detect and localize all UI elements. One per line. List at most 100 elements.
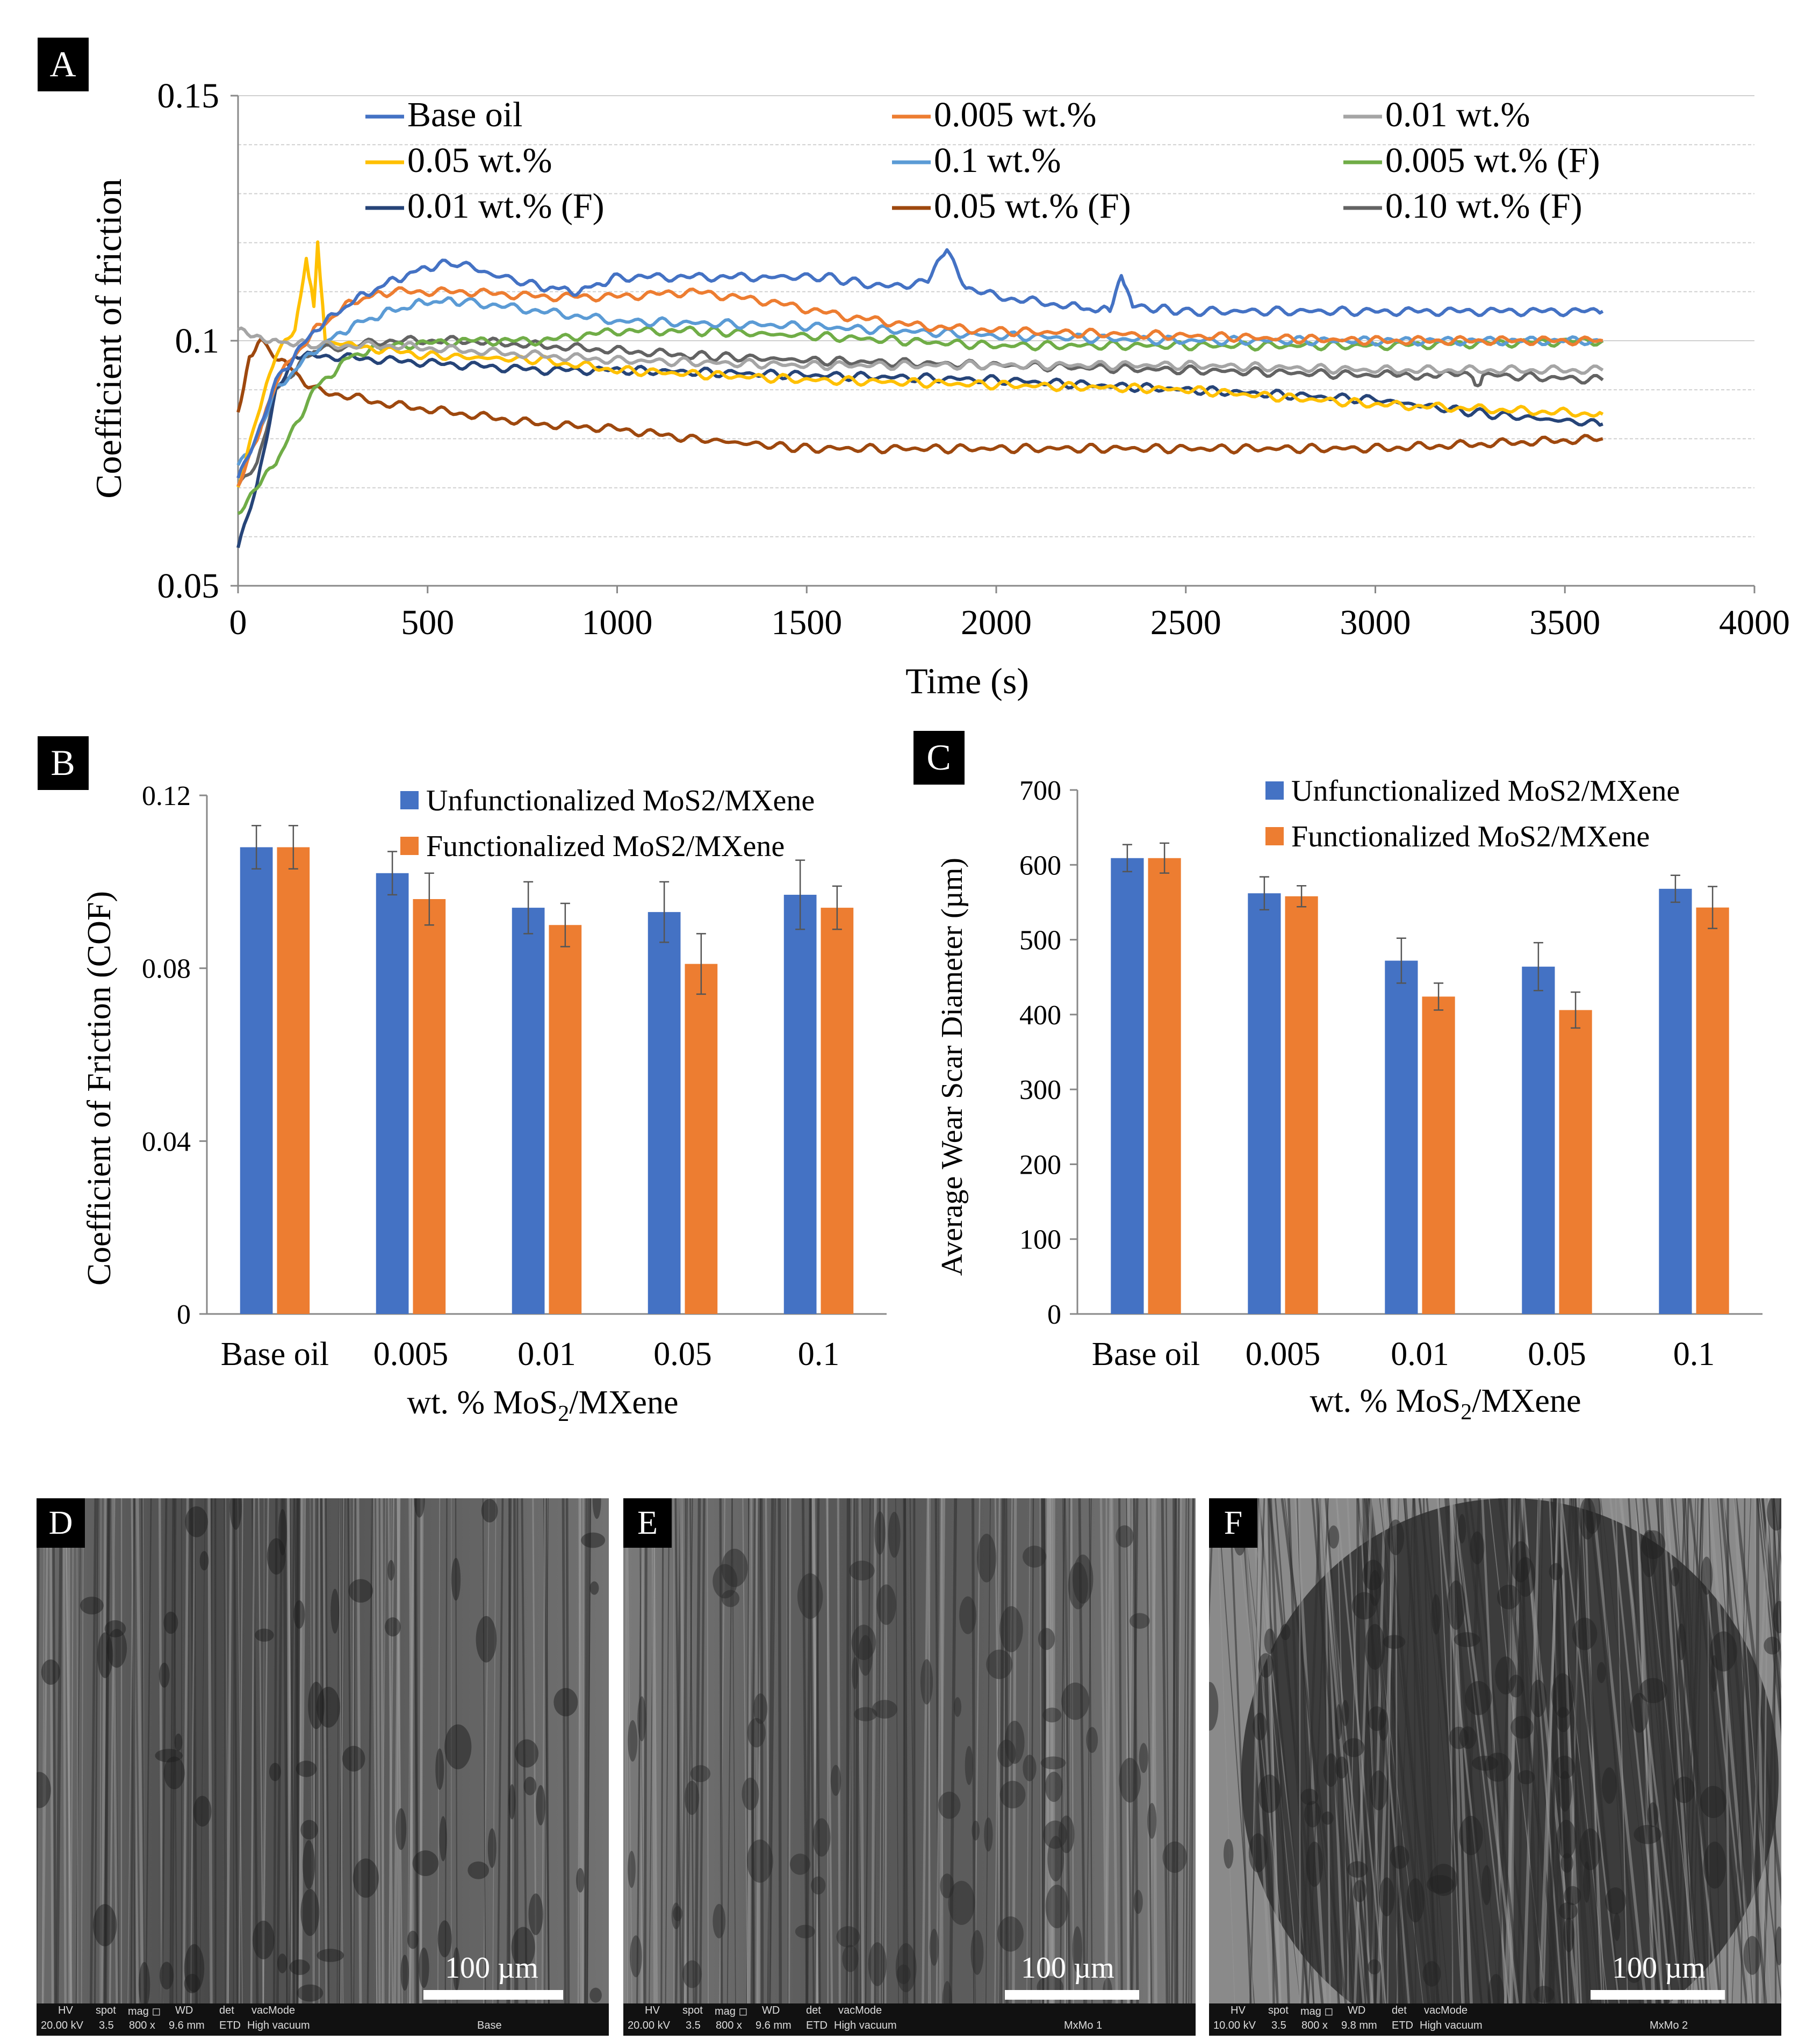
sem-pit	[1634, 1824, 1662, 1844]
sem-pit	[1764, 1636, 1781, 1655]
sem-streak	[1175, 1498, 1178, 2003]
sem-pit	[888, 1512, 901, 1558]
a-y-tick-label: 0.1	[175, 321, 220, 361]
sem-pit	[997, 1740, 1016, 1768]
sem-pit	[1470, 1531, 1485, 1564]
sem-pit	[1560, 1853, 1573, 1873]
panel-label-b-bg	[38, 736, 89, 790]
sem-pit	[348, 1579, 373, 1603]
sem-streak	[1311, 1498, 1355, 2003]
c-bar	[1522, 966, 1555, 1314]
sem-streak	[324, 1498, 330, 2003]
sem-pit	[1364, 1624, 1385, 1670]
sem-f-mag-val: 800 x	[1301, 2020, 1328, 2031]
sem-pit	[159, 1662, 170, 1688]
sem-streak	[1030, 1498, 1034, 2003]
sem-streak	[199, 1498, 206, 2003]
sem-streak	[879, 1498, 883, 2003]
panel-label-b: B	[51, 742, 75, 783]
sem-streak	[250, 1498, 255, 2003]
sem-info-bar-f: HV 10.00 kV spot 3.5 mag ◻ 800 x WD 9.8 …	[1209, 2003, 1781, 2036]
c-legend-swatch	[1265, 781, 1284, 800]
sem-pit	[437, 1920, 452, 1958]
sem-streak	[1172, 1498, 1177, 2003]
a-series-line	[236, 337, 1603, 455]
sem-pit	[1515, 1557, 1536, 1597]
sem-label-e: E	[623, 1498, 672, 1548]
sem-pit	[999, 1606, 1023, 1653]
c-category-label: 0.05	[1528, 1336, 1586, 1373]
sem-streak	[1661, 1498, 1696, 2003]
sem-streak	[1575, 1498, 1602, 2003]
c-y-tick-label: 100	[1019, 1225, 1061, 1255]
sem-d-mag: mag ◻	[128, 2006, 161, 2017]
sem-pit	[255, 1628, 274, 1642]
b-bar	[821, 908, 854, 1314]
b-legend-swatch	[400, 791, 419, 809]
sem-e-spot-val: 3.5	[686, 2020, 701, 2031]
sem-pit	[1133, 1890, 1143, 1914]
sem-streak	[846, 1498, 850, 2003]
sem-f-det-val: ETD	[1392, 2020, 1413, 2031]
sem-streak	[75, 1498, 81, 2003]
sem-streak	[387, 1498, 394, 2003]
sem-pit	[1558, 1771, 1572, 1812]
c-y-tick-label: 400	[1019, 1000, 1061, 1031]
sem-pit	[1224, 1838, 1234, 1869]
sem-pit	[1038, 1628, 1055, 1650]
sem-streak	[1735, 1498, 1772, 2003]
c-legend-label: Unfunctionalized MoS2/MXene	[1291, 774, 1680, 808]
sem-pit	[929, 1928, 939, 1966]
sem-pit	[1710, 1655, 1718, 1692]
sem-pit	[37, 1772, 51, 1808]
sem-streak	[565, 1498, 570, 2003]
c-bars	[1111, 842, 1729, 1314]
sem-d-hv: HV	[58, 2005, 73, 2016]
sem-pit	[1022, 1546, 1047, 1568]
sem-pit	[589, 1987, 602, 2003]
chart-a: A 0 500 1000 1500 2000 2500 3000 3500 4000 0.05 0.…	[38, 38, 1790, 701]
c-category-label: 0.005	[1246, 1336, 1321, 1373]
c-y-tick-label: 300	[1019, 1075, 1061, 1105]
b-bar	[240, 847, 273, 1314]
sem-pit	[1086, 1727, 1098, 1753]
sem-pit	[297, 1984, 323, 2002]
sem-streak	[55, 1498, 63, 2003]
b-y-axis-title: Coefficient of Friction (COF)	[81, 891, 118, 1285]
sem-streak	[865, 1498, 871, 2003]
c-axes: 0 100 200 300 400 500 600 700 Base oil 0.005 0.01 0…	[1019, 775, 1763, 1373]
sem-streak	[934, 1498, 941, 2003]
sem-streak	[971, 1498, 976, 2003]
b-category-label: 0.05	[653, 1336, 712, 1373]
sem-streak	[787, 1498, 789, 2003]
c-x-axis-title: wt. % MoS2/MXene	[1310, 1383, 1581, 1425]
sem-pit	[1454, 1632, 1480, 1647]
sem-pit	[868, 1942, 887, 1986]
sem-streak	[1620, 1498, 1672, 2003]
sem-streak	[1559, 1498, 1579, 2003]
c-bar	[1659, 888, 1692, 1314]
sem-streak	[366, 1498, 373, 2003]
sem-streak	[1681, 1498, 1696, 2003]
sem-e-mag: mag ◻	[715, 2006, 748, 2017]
sem-pit	[1563, 1917, 1575, 1952]
sem-streak	[190, 1498, 196, 2003]
sem-streak	[826, 1498, 833, 2003]
sem-streak	[1318, 1498, 1365, 2003]
sem-pit	[395, 1808, 407, 1850]
sem-pit	[93, 1904, 117, 1946]
sem-pit	[1627, 1965, 1642, 1983]
sem-pit	[1383, 1635, 1406, 1649]
sem-pit	[959, 1596, 977, 1634]
sem-streak	[1759, 1498, 1781, 1714]
sem-streak	[1615, 1498, 1629, 2003]
sem-streak	[49, 1498, 54, 2003]
b-bar	[413, 899, 446, 1314]
sem-streak	[1717, 1498, 1753, 2003]
sem-streak	[687, 1498, 693, 2003]
sem-f-name: MxMo 2	[1650, 2020, 1688, 2031]
c-y-tick-label: 500	[1019, 925, 1061, 956]
a-series-line	[236, 248, 1604, 479]
sem-streak	[1773, 1498, 1781, 1746]
sem-pit	[1703, 1841, 1727, 1889]
